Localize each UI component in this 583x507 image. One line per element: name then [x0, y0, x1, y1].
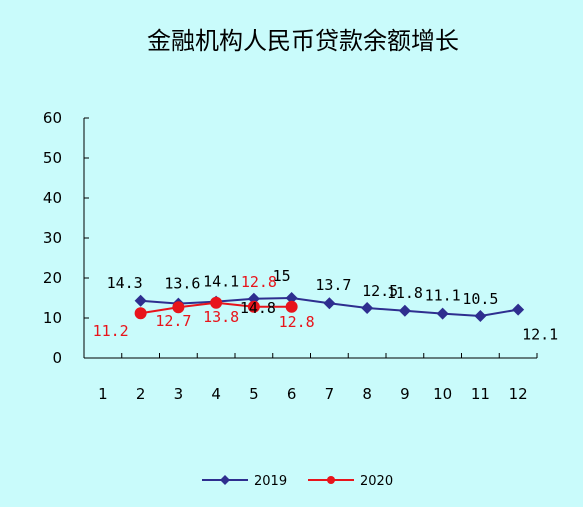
data-point-2020: [285, 300, 298, 313]
data-point-2019: [361, 302, 374, 314]
data-point-2020: [247, 300, 260, 313]
data-point-2019: [512, 303, 525, 316]
legend-label-2019: 2019: [254, 474, 287, 489]
x-tick-label: 9: [400, 385, 410, 403]
data-point-2020: [172, 301, 185, 314]
y-tick-label: 30: [43, 229, 62, 247]
data-label-2019: 13.6: [164, 275, 200, 293]
x-tick-label: 7: [325, 385, 335, 403]
data-label-2019: 15: [273, 267, 291, 285]
data-label-2019: 14.8: [240, 299, 276, 317]
data-point-2019: [323, 297, 336, 310]
data-point-2019: [285, 292, 298, 304]
data-label-2019: 11.1: [425, 287, 461, 305]
y-tick-label: 50: [43, 149, 62, 167]
series-layer: [134, 292, 525, 322]
data-label-2019: 13.7: [315, 276, 351, 294]
x-tick-label: 4: [211, 385, 221, 403]
data-label-2019: 10.5: [462, 290, 498, 308]
y-tick-label: 10: [43, 309, 62, 327]
x-tick-label: 11: [471, 385, 490, 403]
data-label-2020: 12.7: [155, 312, 191, 330]
data-label-2019: 14.1: [203, 273, 239, 291]
y-tick-label: 40: [43, 189, 62, 207]
data-label-2020: 12.8: [279, 313, 315, 331]
x-tick-label: 8: [362, 385, 372, 403]
data-label-2019: 14.3: [107, 274, 143, 292]
data-point-2020: [210, 296, 223, 309]
y-tick-label: 60: [43, 109, 62, 127]
x-tick-label: 2: [136, 385, 146, 403]
x-tick-label: 3: [174, 385, 184, 403]
data-labels: 14.3 13.6 14.114.8 15 13.7 12.511.8 11.1 10.5 12…: [93, 267, 559, 344]
data-label-2019: 12.5: [362, 282, 398, 300]
x-tick-label: 12: [509, 385, 528, 403]
legend-label-2020: 2020: [360, 474, 393, 489]
legend: 2019 2020: [202, 474, 393, 489]
data-point-2019: [436, 307, 449, 320]
data-point-2020: [134, 307, 147, 320]
x-tick-label: 6: [287, 385, 297, 403]
data-label-2019: 12.1: [522, 326, 558, 344]
x-tick-label: 5: [249, 385, 259, 403]
chart-title: 金融机构人民币贷款余额增长: [147, 27, 459, 55]
legend-marker-2020: [327, 476, 335, 484]
legend-marker-2019: [220, 475, 230, 485]
y-tick-label: 0: [52, 349, 62, 367]
x-tick-label: 10: [433, 385, 452, 403]
data-label-2019: 11.8: [387, 284, 423, 302]
data-label-2020: 13.8: [203, 308, 239, 326]
y-tick-label: 20: [43, 269, 62, 287]
data-point-2019: [474, 310, 487, 322]
x-tick-label: 1: [98, 385, 108, 403]
data-point-2019: [398, 304, 411, 317]
data-point-2019: [134, 294, 147, 307]
data-label-2020: 12.8: [241, 273, 277, 291]
data-label-2020: 11.2: [93, 322, 129, 340]
